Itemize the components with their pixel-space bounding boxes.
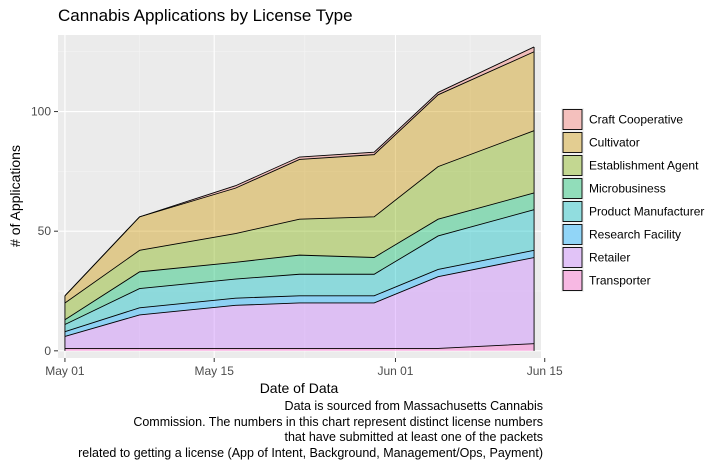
area-transporter [64,343,535,351]
y-tick-label: 50 [38,224,52,238]
legend-key-bg [561,177,584,200]
legend-key-bg [561,131,584,154]
legend-swatch [562,155,583,176]
data-source-caption: Data is sourced from Massachusetts Canna… [23,399,543,461]
legend-swatch [562,132,583,153]
minor-gridlines [58,35,541,358]
legend-swatch [562,270,583,291]
area-craft-cooperative [64,46,535,296]
x-tick-label: Jun 15 [527,364,563,378]
legend-swatch [562,247,583,268]
series-line-microbusiness [64,192,535,321]
legend-swatch [562,201,583,222]
series-line-craft-cooperative [64,46,535,297]
legend-label: Establishment Agent [589,159,699,173]
legend-label: Product Manufacturer [589,205,704,219]
series-line-transporter [64,343,535,349]
legend-key-bg [561,223,584,246]
caption-line: related to getting a license (App of Int… [78,445,543,460]
plot-panel [58,35,541,358]
area-product-manufacturer [64,209,535,332]
area-cultivator [64,51,535,303]
series-line-establishment-agent [64,130,535,304]
x-tick-label: May 15 [195,364,235,378]
legend-label: Transporter [589,274,651,288]
x-axis: May 01 May 15 Jun 01 Jun 15 [45,358,563,378]
legend-label: Microbusiness [589,182,666,196]
area-microbusiness [64,192,535,325]
y-axis-title: # of Applications [7,145,23,247]
legend-label: Research Facility [589,228,681,242]
area-establishment-agent [64,130,535,320]
legend-swatch [562,178,583,199]
caption-line: Data is sourced from Massachusetts Canna… [284,399,543,413]
legend-key-bg [561,246,584,269]
series-line-retailer [64,257,535,337]
legend-label: Craft Cooperative [589,113,683,127]
caption-line: Commission. The numbers in this chart re… [133,414,543,429]
series-line-product-manufacturer [64,209,535,325]
legend: Craft Cooperative Cultivator Establishment… [561,108,704,292]
legend-key-bg [561,269,584,292]
legend-swatch [562,109,583,130]
y-tick-label: 100 [31,105,51,119]
x-axis-title: Date of Data [260,380,339,396]
legend-label: Cultivator [589,136,640,150]
legend-key-bg [561,108,584,131]
x-tick-label: May 01 [45,364,85,378]
series-line-research-facility [64,249,535,333]
chart-title: Cannabis Applications by License Type [58,6,353,25]
stacked-areas [64,46,535,351]
caption-line: that have submitted at least one of the … [284,430,544,444]
legend-key-bg [561,154,584,177]
legend-swatch [562,224,583,245]
legend-label: Retailer [589,251,630,265]
y-tick-label: 0 [44,344,51,358]
legend-key-bg [561,200,584,223]
x-tick-label: Jun 01 [377,364,413,378]
y-axis: 0 50 100 [31,105,58,358]
